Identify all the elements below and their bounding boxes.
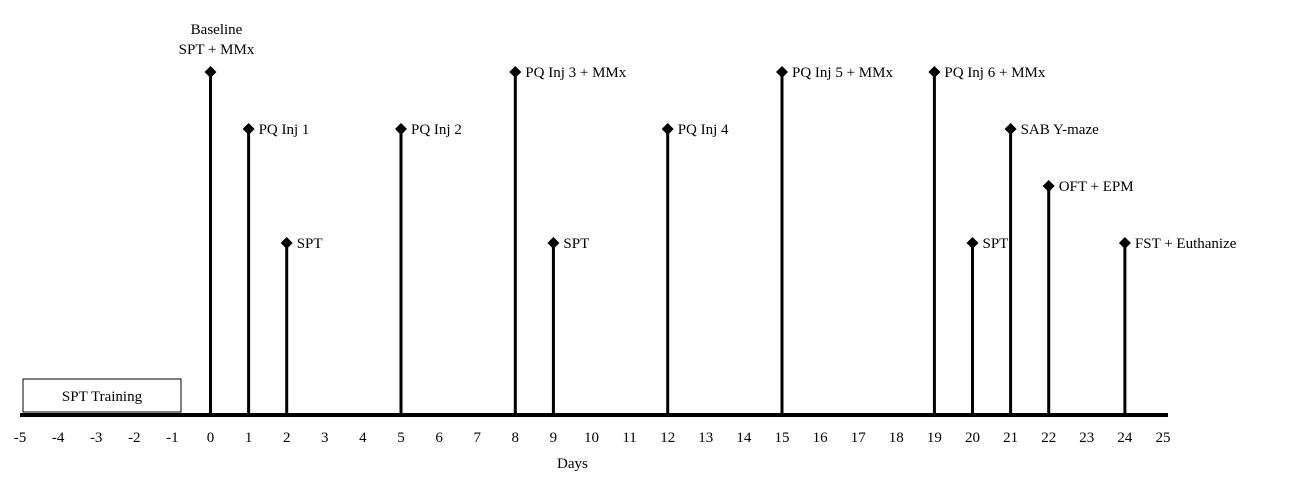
x-tick-label: 9 (550, 430, 558, 446)
timeline-event: FST + Euthanize (1118, 236, 1237, 415)
event-label: SPT + MMx (179, 42, 255, 58)
timeline-event: PQ Inj 1 (242, 122, 310, 415)
timeline-event: PQ Inj 4 (661, 122, 729, 415)
x-axis-ticks: -5 -4 -3 -2 -1 0 1 2 3 4 5 6 7 8 9 10 11 12 13 14 15 16 17 18 19… (14, 430, 1171, 446)
timeline-event: Baseline SPT + MMx (179, 22, 255, 415)
x-tick-label: 1 (245, 430, 253, 446)
event-marker (966, 237, 979, 249)
timeline-event: PQ Inj 5 + MMx (776, 65, 893, 415)
event-label: PQ Inj 1 (259, 122, 310, 138)
x-tick-label: 11 (622, 430, 636, 446)
event-marker (242, 123, 255, 135)
event-marker (1118, 237, 1131, 249)
x-tick-label: -1 (166, 430, 179, 446)
event-label: PQ Inj 5 + MMx (792, 65, 893, 81)
event-label: SAB Y-maze (1021, 122, 1100, 138)
x-tick-label: 7 (473, 430, 481, 446)
x-tick-label: -2 (128, 430, 141, 446)
timeline-event: SPT (547, 236, 589, 415)
x-tick-label: 22 (1041, 430, 1056, 446)
event-marker (547, 237, 560, 249)
event-label: FST + Euthanize (1135, 236, 1237, 252)
x-tick-label: 0 (207, 430, 215, 446)
event-marker (204, 66, 217, 78)
x-axis-title: Days (557, 456, 588, 472)
event-label: PQ Inj 4 (678, 122, 729, 138)
x-tick-label: 6 (435, 430, 443, 446)
event-label: Baseline (191, 22, 243, 38)
x-tick-label: 23 (1079, 430, 1094, 446)
event-marker (395, 123, 407, 135)
x-tick-label: 10 (584, 430, 599, 446)
timeline-event: SAB Y-maze (1004, 122, 1100, 415)
x-tick-label: 2 (283, 430, 291, 446)
x-tick-label: -3 (90, 430, 103, 446)
x-tick-label: 8 (512, 430, 520, 446)
event-marker (661, 123, 674, 135)
x-tick-label: 12 (660, 430, 675, 446)
event-label: OFT + EPM (1059, 179, 1134, 195)
timeline-event: SPT (966, 236, 1009, 415)
event-label: SPT (297, 236, 323, 252)
x-tick-label: 17 (851, 430, 867, 446)
x-tick-label: -5 (14, 430, 27, 446)
x-tick-label: 25 (1156, 430, 1171, 446)
x-tick-label: 14 (736, 430, 752, 446)
event-label: SPT (563, 236, 589, 252)
x-tick-label: 3 (321, 430, 329, 446)
x-tick-label: -4 (52, 430, 65, 446)
timeline-event: SPT (280, 236, 323, 415)
event-label: PQ Inj 2 (411, 122, 462, 138)
x-tick-label: 13 (698, 430, 713, 446)
x-tick-label: 4 (359, 430, 367, 446)
x-tick-label: 19 (927, 430, 942, 446)
timeline-events: Baseline SPT + MMx PQ Inj 1 SPT PQ Inj 2 PQ I… (179, 22, 1237, 415)
event-label: SPT (983, 236, 1009, 252)
event-label: PQ Inj 6 + MMx (944, 65, 1045, 81)
timeline-event: PQ Inj 6 + MMx (928, 65, 1046, 415)
x-tick-label: 16 (813, 430, 829, 446)
x-tick-label: 18 (889, 430, 904, 446)
event-marker (776, 66, 788, 78)
x-tick-label: 24 (1117, 430, 1133, 446)
event-marker (1042, 180, 1055, 192)
timeline-event: PQ Inj 2 (395, 122, 462, 415)
event-label: PQ Inj 3 + MMx (525, 65, 626, 81)
x-tick-label: 20 (965, 430, 980, 446)
timeline-event: OFT + EPM (1042, 179, 1134, 415)
spt-training-box: SPT Training (22, 378, 182, 413)
event-marker (928, 66, 941, 78)
event-marker (1004, 123, 1017, 135)
event-marker (280, 237, 293, 249)
x-tick-label: 5 (397, 430, 405, 446)
x-tick-label: 15 (775, 430, 790, 446)
event-marker (509, 66, 522, 78)
x-tick-label: 21 (1003, 430, 1018, 446)
timeline-event: PQ Inj 3 + MMx (509, 65, 627, 415)
spt-training-label: SPT Training (62, 389, 143, 405)
